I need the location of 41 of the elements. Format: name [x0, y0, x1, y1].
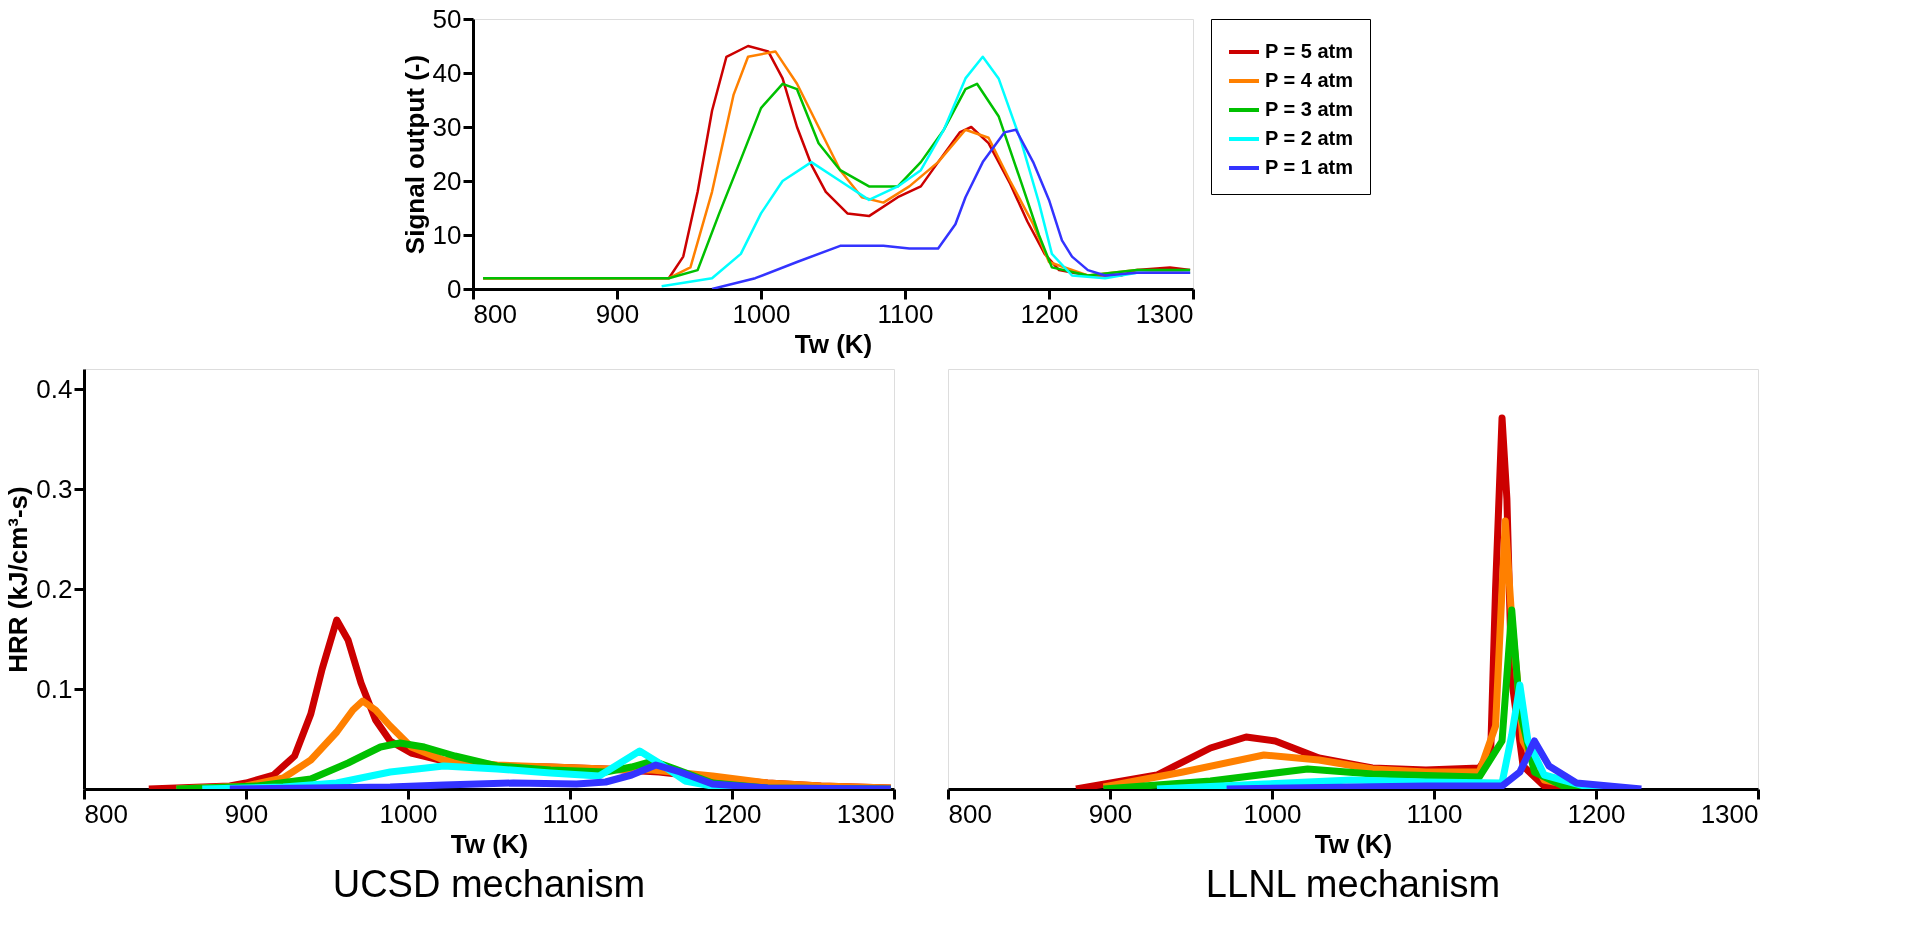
legend-label: P = 2 atm	[1265, 127, 1354, 149]
y-tick-label: 0.2	[36, 573, 73, 604]
x-tick-label: 1000	[732, 298, 791, 329]
x-tick-label: 800	[473, 298, 517, 329]
x-tick-label: 900	[1088, 798, 1133, 829]
y-axis-title: Signal output (-)	[399, 54, 430, 255]
x-tick-label: 1200	[1020, 298, 1079, 329]
y-tick-label: 0.1	[36, 673, 73, 704]
legend-label: P = 5 atm	[1265, 40, 1354, 62]
line-series	[710, 128, 1192, 289]
y-tick-label: 0.4	[36, 373, 73, 404]
x-axis-title: Tw (K)	[450, 828, 529, 859]
x-tick-label: 900	[595, 298, 640, 329]
x-tick-label: 1300	[836, 798, 895, 829]
x-tick-label: 800	[84, 798, 128, 829]
x-tick-label: 1100	[542, 798, 599, 829]
y-tick-label: 50	[432, 3, 462, 34]
y-tick-label: 10	[432, 219, 462, 250]
y-tick-label: 20	[432, 165, 462, 196]
x-tick-label: 900	[224, 798, 269, 829]
x-tick-label: 1300	[1135, 298, 1194, 329]
text: LLNL mechanism	[1205, 863, 1501, 905]
legend-label: P = 1 atm	[1265, 156, 1354, 178]
x-tick-label: 1100	[1406, 798, 1463, 829]
x-axis-title: Tw (K)	[794, 328, 873, 359]
y-axis-title: HRR (kJ/cm³-s)	[3, 486, 34, 673]
x-tick-label: 1200	[1567, 798, 1626, 829]
x-tick-label: 1200	[703, 798, 762, 829]
y-tick-label: 0.3	[36, 473, 73, 504]
x-tick-label: 1100	[877, 298, 934, 329]
x-tick-label: 1000	[1243, 798, 1302, 829]
text: UCSD mechanism	[332, 863, 646, 905]
y-tick-label: 0	[447, 273, 462, 304]
y-tick-label: 30	[432, 111, 462, 142]
x-axis-title: Tw (K)	[1314, 828, 1393, 859]
y-tick-label: 40	[432, 57, 462, 88]
x-tick-label: 800	[948, 798, 992, 829]
x-tick-label: 1300	[1700, 798, 1759, 829]
x-tick-label: 1000	[379, 798, 438, 829]
legend-label: P = 3 atm	[1265, 98, 1354, 120]
legend-label: P = 4 atm	[1265, 69, 1354, 91]
